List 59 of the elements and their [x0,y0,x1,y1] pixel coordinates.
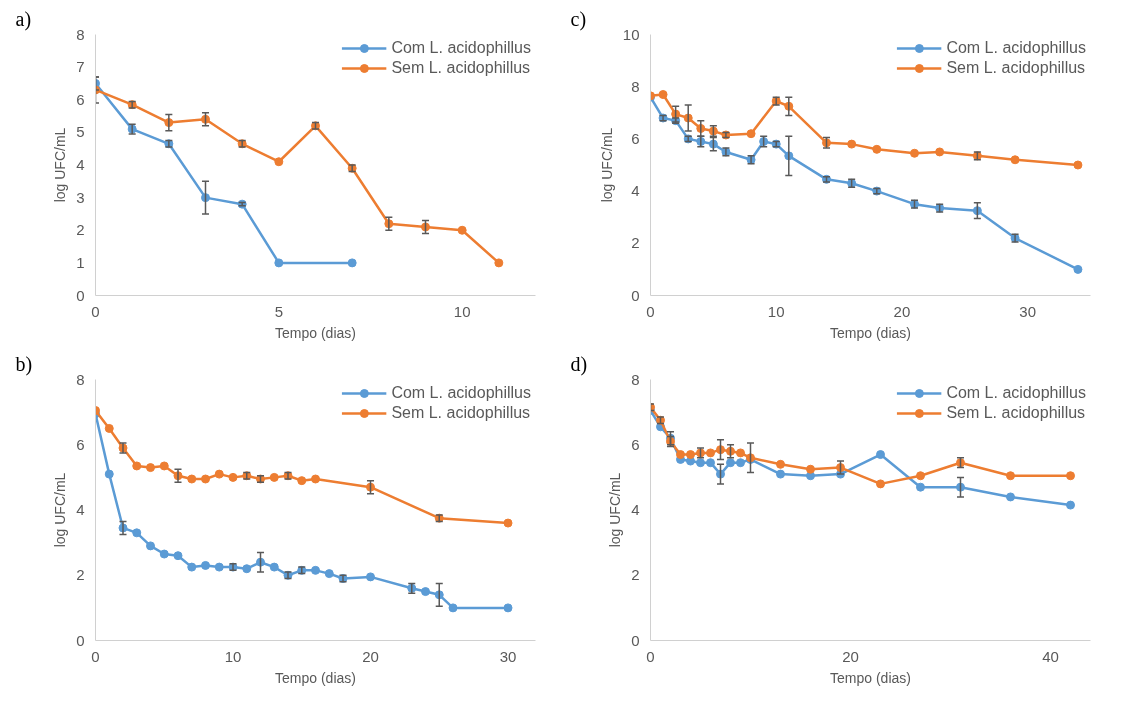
y-tick-label: 2 [76,221,85,239]
y-tick-label: 8 [631,370,640,388]
y-tick-label: 4 [631,182,640,200]
y-tick-label: 0 [76,286,85,304]
legend-label: Sem L. acidophillus [391,59,531,77]
x-tick-label: 0 [646,647,655,665]
x-tick-label: 20 [893,302,911,320]
y-tick-label: 8 [76,370,85,388]
legend-label: Sem L. acidophillus [946,59,1086,77]
x-axis-title: Tempo (dias) [275,669,356,686]
y-axis-title: log UFC/mL [52,127,69,203]
y-tick-label: 1 [76,253,85,271]
x-tick-label: 30 [1019,302,1036,320]
y-tick-label: 0 [631,631,640,649]
y-tick-label: 6 [631,129,640,147]
y-tick-label: 4 [76,156,85,173]
legend-label: Sem L. acidophillus [946,404,1086,422]
y-tick-label: 2 [631,234,640,252]
y-tick-label: 5 [76,123,85,141]
y-axis-title: log UFC/mL [598,127,615,203]
y-tick-label: 2 [76,566,85,584]
x-tick-label: 10 [453,302,471,320]
y-tick-label: 4 [76,501,85,518]
x-tick-label: 30 [499,647,517,665]
y-tick-label: 0 [631,286,640,304]
x-tick-label: 5 [274,302,284,320]
legend-label: Com L. acidophillus [391,39,531,57]
y-tick-label: 6 [631,435,640,453]
x-tick-label: 40 [1042,647,1059,665]
y-tick-label: 2 [631,566,640,584]
legend-label: Com L. acidophillus [946,384,1086,402]
text: a) [15,7,32,31]
x-tick-label: 10 [767,302,785,320]
y-tick-label: 3 [76,188,85,206]
y-tick-label: 10 [622,25,640,43]
legend-label: Com L. acidophillus [946,39,1086,57]
y-tick-label: 8 [76,25,85,43]
y-axis-title: log UFC/mL [607,472,624,548]
x-axis-title: Tempo (dias) [830,669,911,686]
x-tick-label: 0 [646,302,655,320]
x-tick-label: 0 [91,302,100,320]
legend-label: Com L. acidophillus [391,384,531,402]
y-tick-label: 0 [76,631,85,649]
y-axis-title: log UFC/mL [52,472,69,548]
y-tick-label: 6 [76,435,85,453]
text: c) [570,7,587,31]
x-axis-title: Tempo (dias) [830,324,911,341]
legend-label: Sem L. acidophillus [391,404,531,422]
y-tick-label: 7 [76,58,85,76]
y-tick-label: 6 [76,90,85,108]
text: d) [570,352,588,376]
y-tick-label: 8 [631,77,640,95]
x-tick-label: 20 [362,647,379,665]
x-tick-label: 0 [91,647,100,665]
y-tick-label: 4 [631,501,640,518]
x-axis-title: Tempo (dias) [275,324,356,341]
x-tick-label: 10 [224,647,242,665]
x-tick-label: 20 [842,647,859,665]
text: b) [15,352,33,376]
